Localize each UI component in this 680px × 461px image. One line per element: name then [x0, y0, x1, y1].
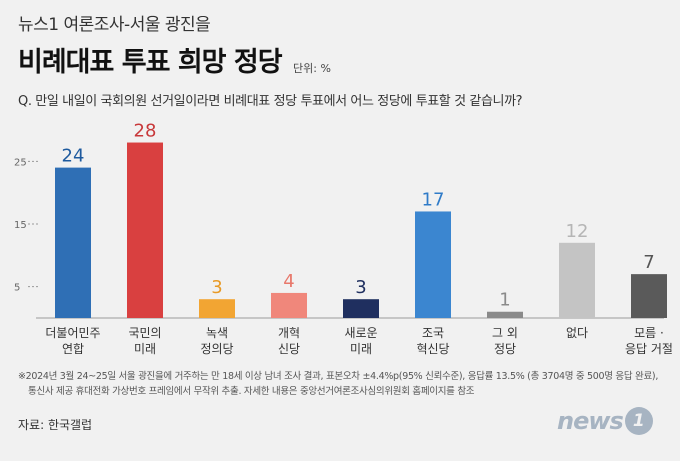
- category-label: 국민의: [128, 326, 161, 340]
- category-label: 미래: [134, 342, 156, 356]
- bar: [343, 299, 379, 318]
- category-label: 혁신당: [416, 342, 449, 356]
- survey-question: Q. 만일 내일이 국회의원 선거일이라면 비례대표 정당 투표에서 어느 정당…: [18, 94, 523, 109]
- bar: [127, 142, 163, 318]
- survey-note-line-1: ※2024년 3월 24~25일 서울 광진을에 거주하는 만 18세 이상 남…: [18, 371, 659, 382]
- data-label: 3: [211, 277, 222, 298]
- data-label: 1: [499, 290, 510, 311]
- data-label: 17: [422, 189, 445, 210]
- category-label: 정의당: [200, 342, 233, 356]
- category-label: 연합: [62, 342, 84, 356]
- category-label: 그 외: [492, 326, 518, 340]
- chart-title: 비례대표 투표 희망 정당: [18, 47, 283, 78]
- data-label: 3: [355, 277, 366, 298]
- y-tick-label: 5: [14, 283, 20, 294]
- news1-logo: news 1: [557, 407, 653, 435]
- bar: [487, 311, 523, 318]
- unit-label: 단위: %: [293, 62, 331, 75]
- data-label: 12: [566, 221, 589, 242]
- category-label: 조국: [422, 326, 444, 340]
- data-label: 4: [283, 271, 294, 292]
- chart-supertitle: 뉴스1 여론조사-서울 광진을: [18, 15, 211, 35]
- news1-logo-badge: 1: [624, 407, 653, 435]
- category-label: 미래: [350, 342, 372, 356]
- bar: [55, 167, 91, 318]
- bar: [271, 292, 307, 318]
- news1-logo-text: news: [557, 407, 624, 435]
- category-label: 없다: [566, 326, 588, 340]
- source-label: 자료: 한국갤럽: [18, 418, 93, 432]
- bar: [559, 242, 595, 318]
- category-label: 모름 ·: [634, 326, 664, 340]
- category-label: 더불어민주: [45, 326, 100, 340]
- survey-note-line-2: 통신사 제공 휴대전화 가상번호 프레임에서 무작위 추출. 자세한 내용은 중…: [28, 386, 475, 397]
- bar: [199, 299, 235, 318]
- category-label: 개혁: [278, 326, 300, 340]
- category-label: 신당: [278, 342, 300, 356]
- bar: [415, 211, 451, 318]
- data-label: 28: [134, 121, 157, 142]
- category-label: 정당: [494, 342, 516, 356]
- data-label: 7: [643, 252, 654, 273]
- bar: [631, 274, 667, 318]
- y-tick-label: 15: [14, 220, 27, 231]
- category-label: 새로운: [344, 326, 377, 340]
- category-label: 녹색: [206, 326, 228, 340]
- y-tick-label: 25: [14, 157, 27, 168]
- category-label: 응답 거절: [625, 342, 673, 356]
- survey-note: ※2024년 3월 24~25일 서울 광진을에 거주하는 만 18세 이상 남…: [18, 369, 668, 399]
- data-label: 24: [62, 146, 85, 167]
